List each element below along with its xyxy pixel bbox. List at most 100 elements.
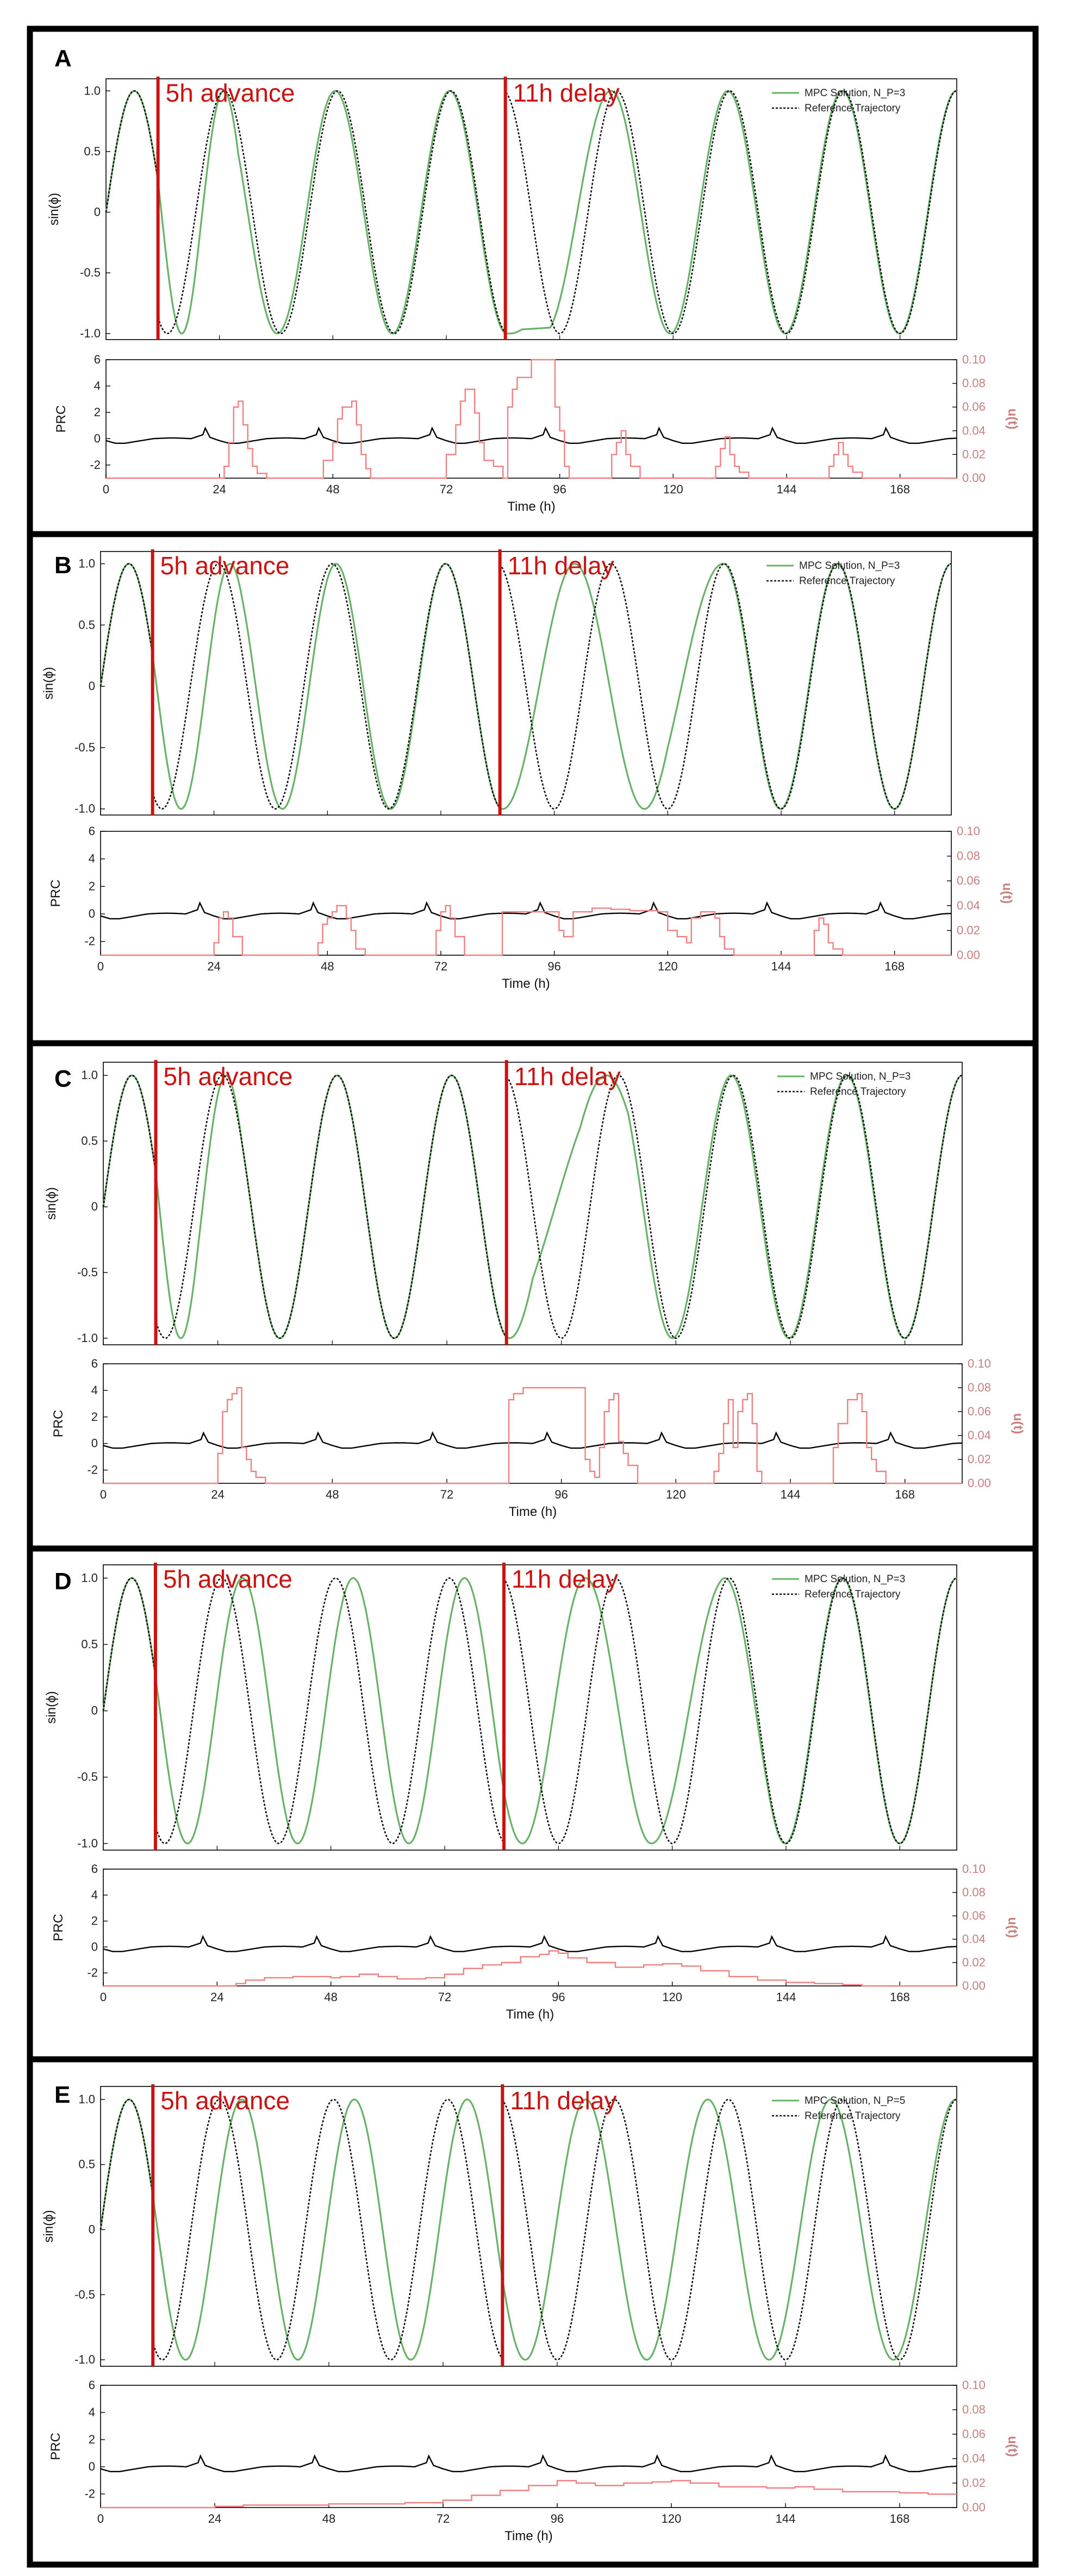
legend-reference-label: Reference Trajectory <box>810 1086 906 1098</box>
prc-tick-label: -2 <box>87 1966 98 1979</box>
u-tick-label: 0.10 <box>968 1357 991 1370</box>
y-tick-label: 1.0 <box>78 2092 95 2106</box>
advance-event-label: 5h advance <box>164 1062 293 1090</box>
x-tick-label: 168 <box>884 960 905 973</box>
u-tick-label: 0.08 <box>968 1381 991 1394</box>
panel-D: D 1.0 0.5 0 -0.5 -1.0 sin(ϕ) MPC Solution, N_P… <box>27 1545 1039 2063</box>
y-tick-label: -1.0 <box>74 2353 95 2366</box>
u-tick-label: 0.08 <box>962 1885 986 1899</box>
prc-tick-label: 0 <box>89 907 95 920</box>
x-axis-label: Time (h) <box>509 1505 557 1519</box>
mpc-solution-line <box>105 90 957 335</box>
y-tick-label: 1.0 <box>84 84 101 97</box>
legend-reference-label: Reference Trajectory <box>805 103 901 114</box>
prc-tick-label: 4 <box>91 1383 98 1397</box>
advance-event-label: 5h advance <box>160 551 290 580</box>
u-tick-label: 0.08 <box>957 849 980 863</box>
x-tick-label: 96 <box>551 2512 564 2525</box>
x-tick-label: 144 <box>777 482 797 496</box>
prc-tick-label: 4 <box>91 1888 98 1902</box>
x-axis-label: Time (h) <box>502 976 550 991</box>
y-tick-label: -0.5 <box>80 266 101 279</box>
y-tick-label: 0.5 <box>78 618 95 631</box>
u-tick-label: 0.10 <box>962 1862 986 1876</box>
prc-tick-label: -2 <box>90 458 101 472</box>
u-tick-label: 0.00 <box>962 1979 986 1992</box>
prc-tick-label: 2 <box>94 405 101 419</box>
y-tick-label: -0.5 <box>74 2287 95 2301</box>
u-axis-label: u(t) <box>1000 883 1014 904</box>
u-tick-label: 0.04 <box>968 1428 991 1442</box>
y-tick-label: 1.0 <box>78 557 95 571</box>
u-tick-label: 0.08 <box>962 377 986 390</box>
panel-A: A 1.0 0.5 0 -0.5 -1.0 sin(ϕ) MPC Solution, N_P… <box>27 26 1039 537</box>
panel-B-letter: B <box>54 552 72 579</box>
reference-trajectory-line <box>99 2098 957 2361</box>
x-tick-label: 72 <box>438 1990 451 2004</box>
prc-tick-label: 2 <box>89 2433 95 2446</box>
u-axis-label: u(t) <box>1011 1413 1025 1434</box>
y-tick-label: 0.5 <box>84 145 101 158</box>
y-tick-label: 1.0 <box>81 1068 98 1082</box>
u-tick-label: 0.04 <box>957 899 980 912</box>
bottom-axes-frame <box>100 2385 957 2508</box>
u-tick-label: 0.00 <box>962 471 986 485</box>
x-tick-label: 96 <box>554 1488 568 1501</box>
prc-tick-label: 0 <box>91 1437 98 1450</box>
u-tick-label: 0.10 <box>962 2378 986 2392</box>
y-tick-label: 0.5 <box>81 1134 98 1148</box>
x-tick-label: 0 <box>100 1488 107 1501</box>
prc-tick-label: 0 <box>89 2460 95 2473</box>
u-tick-label: 0.02 <box>962 447 986 461</box>
u-tick-label: 0.00 <box>962 2500 986 2514</box>
control-input-curve <box>103 1950 957 1987</box>
x-axis-label: Time (h) <box>506 2007 554 2022</box>
prc-tick-label: 4 <box>94 379 101 392</box>
prc-axis-label: PRC <box>48 2433 63 2460</box>
y-tick-label: 0.5 <box>81 1638 98 1651</box>
panel-E-frame <box>27 2056 1039 2568</box>
y-tick-label: 0 <box>89 2222 95 2236</box>
y-tick-label: 0 <box>91 1704 98 1718</box>
u-tick-label: 0.02 <box>968 1452 991 1466</box>
x-tick-label: 72 <box>434 960 447 973</box>
x-tick-label: 24 <box>213 482 226 496</box>
advance-event-label: 5h advance <box>160 2086 290 2115</box>
x-tick-label: 168 <box>895 1488 915 1501</box>
reference-trajectory-line <box>102 1074 963 1339</box>
u-tick-label: 0.00 <box>957 948 980 962</box>
prc-curve <box>103 1935 957 1952</box>
legend-reference-label: Reference Trajectory <box>799 575 895 587</box>
control-input-curve <box>103 1387 962 1484</box>
x-tick-label: 24 <box>211 1488 224 1501</box>
u-tick-label: 0.10 <box>957 824 980 838</box>
delay-event-label: 11h delay <box>512 1565 618 1593</box>
y-tick-label: 0.5 <box>78 2158 95 2171</box>
u-axis-label: u(t) <box>1005 2436 1020 2457</box>
control-input-curve <box>101 2480 957 2509</box>
prc-tick-label: 2 <box>91 1914 98 1928</box>
top-y-axis-label: sin(ϕ) <box>44 1187 59 1220</box>
prc-tick-label: 0 <box>91 1940 98 1953</box>
x-axis-label: Time (h) <box>504 2529 552 2543</box>
delay-event-label: 11h delay <box>514 1062 621 1090</box>
advance-event-label: 5h advance <box>163 1565 292 1593</box>
legend-reference-label: Reference Trajectory <box>805 2110 901 2122</box>
prc-tick-label: -2 <box>84 2487 95 2500</box>
x-tick-label: 0 <box>97 960 104 973</box>
u-tick-label: 0.04 <box>962 2452 986 2465</box>
u-tick-label: 0.00 <box>968 1476 991 1490</box>
panel-E: E 1.0 0.5 0 -0.5 -1.0 sin(ϕ) MPC Solution, N_P… <box>27 2056 1039 2568</box>
y-tick-label: 0 <box>94 205 101 219</box>
u-tick-label: 0.06 <box>957 874 980 887</box>
u-tick-label: 0.06 <box>968 1405 991 1418</box>
u-axis-label: u(t) <box>1005 1917 1020 1938</box>
y-tick-label: -1.0 <box>77 1331 98 1345</box>
top-y-axis-label: sin(ϕ) <box>41 667 56 699</box>
u-tick-label: 0.06 <box>962 400 986 413</box>
y-tick-label: -1.0 <box>74 802 95 816</box>
x-tick-label: 48 <box>322 2512 335 2525</box>
panel-D-letter: D <box>54 1568 72 1595</box>
prc-tick-label: 6 <box>91 1357 98 1370</box>
